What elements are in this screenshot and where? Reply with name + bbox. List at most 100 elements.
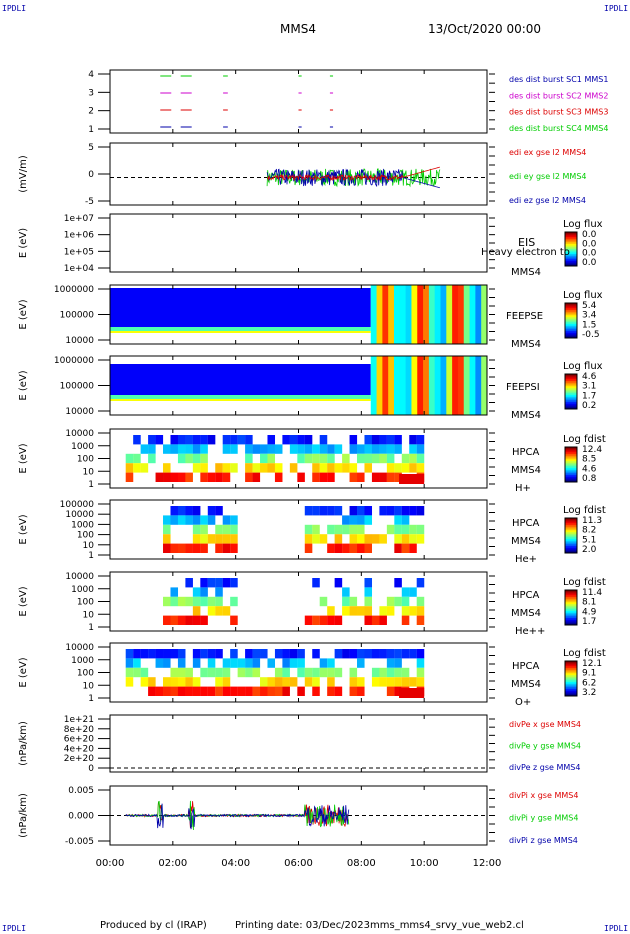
colorbar-cell bbox=[565, 462, 577, 465]
spectrogram-cell bbox=[185, 543, 193, 553]
spectrogram-cell bbox=[452, 285, 459, 344]
x-tick-label: 02:00 bbox=[158, 858, 187, 869]
spectrogram-cell bbox=[267, 686, 276, 696]
spectrogram-cell bbox=[230, 543, 238, 553]
spectrogram-cell bbox=[125, 677, 134, 687]
spectrogram-cell bbox=[319, 472, 328, 482]
spectrogram-cell bbox=[401, 543, 410, 553]
spectrogram-cell bbox=[376, 356, 383, 415]
colorbar-cell bbox=[565, 259, 577, 262]
spectrogram-cell bbox=[163, 543, 171, 553]
colorbar-cell bbox=[565, 386, 577, 389]
colorbar-cell bbox=[565, 590, 577, 593]
y-axis-label: E (eV) bbox=[18, 514, 29, 544]
colorbar-frame bbox=[564, 446, 578, 483]
spectrogram-cell bbox=[304, 435, 313, 445]
colorbar-cell bbox=[565, 526, 577, 529]
spectrogram-cell bbox=[237, 686, 246, 696]
spectrogram-cell bbox=[163, 472, 171, 482]
spectrogram-cell bbox=[334, 686, 343, 696]
colorbar-cell bbox=[565, 384, 577, 387]
spectrogram-cell bbox=[170, 686, 179, 696]
spectrogram-cell bbox=[125, 658, 134, 668]
spectrogram-cell bbox=[405, 285, 412, 344]
spectrogram-cell bbox=[125, 453, 134, 464]
y-tick-label: 0.005 bbox=[68, 786, 94, 796]
colorbar-tick: 0.0 bbox=[582, 230, 597, 240]
spectrogram-cell bbox=[163, 534, 171, 544]
spectrogram-cell bbox=[334, 463, 343, 473]
spectrogram-cell bbox=[327, 667, 335, 678]
colorbar-cell bbox=[565, 685, 577, 688]
spectrogram-cell bbox=[364, 606, 373, 616]
spectrogram-cell bbox=[148, 649, 156, 659]
spectrogram-cell bbox=[185, 515, 193, 525]
spectrogram-cell bbox=[163, 649, 171, 659]
spectrogram-cell bbox=[409, 606, 417, 616]
spectrogram-cell bbox=[386, 667, 395, 678]
spectrogram-cell bbox=[200, 686, 208, 696]
colorbar-title: Log flux bbox=[563, 290, 603, 301]
spectrogram-cell bbox=[230, 658, 238, 668]
colorbar-tick: 1.7 bbox=[582, 617, 596, 627]
spectrogram-cell bbox=[409, 587, 417, 597]
spectrogram-cell bbox=[409, 677, 417, 687]
spectrogram-cell bbox=[170, 435, 179, 445]
colorbar-tick: 11.4 bbox=[582, 588, 602, 598]
spectrogram-cell bbox=[357, 515, 365, 525]
spectrogram-cell bbox=[399, 474, 425, 484]
spectrogram-cell bbox=[192, 649, 201, 659]
spectrogram-cell bbox=[371, 615, 380, 625]
colorbar-cell bbox=[565, 334, 577, 337]
spectrogram-cell bbox=[416, 596, 425, 607]
colorbar-cell bbox=[565, 546, 577, 549]
spectrogram-cell bbox=[349, 667, 358, 678]
spectrogram-cell bbox=[133, 649, 141, 659]
spectrogram-cell bbox=[222, 578, 231, 588]
spectrogram-cell bbox=[230, 435, 238, 445]
spectrogram-cell bbox=[125, 463, 134, 473]
y-tick-label: 2 bbox=[88, 107, 94, 117]
spectrogram-cell bbox=[370, 285, 378, 344]
spectrogram-cell bbox=[192, 435, 201, 445]
spectrogram-cell bbox=[409, 453, 417, 464]
spectrogram-cell bbox=[200, 515, 208, 525]
colorbar-cell bbox=[565, 388, 577, 391]
y-tick-label: 1e+06 bbox=[64, 231, 95, 241]
colorbar-cell bbox=[565, 468, 577, 471]
x-tick-label: 08:00 bbox=[347, 858, 376, 869]
spectrogram-cell bbox=[349, 596, 358, 607]
colorbar-cell bbox=[565, 247, 577, 250]
spectrogram-cell bbox=[192, 543, 201, 553]
spectrogram-cell bbox=[370, 356, 378, 415]
spectrogram-cell bbox=[163, 524, 171, 535]
y-tick-label: 100000 bbox=[60, 311, 95, 321]
spectrogram-cell bbox=[267, 453, 276, 464]
spectrogram-cell bbox=[423, 356, 430, 415]
spectrogram-cell bbox=[200, 587, 208, 597]
spectrogram-cell bbox=[312, 453, 320, 464]
spectrogram-cell bbox=[163, 444, 171, 454]
colorbar-cell bbox=[565, 675, 577, 678]
colorbar-cell bbox=[565, 304, 577, 307]
spectrogram-cell bbox=[200, 524, 208, 535]
y-tick-label: 10000 bbox=[65, 407, 94, 417]
spectrogram-cell bbox=[334, 615, 343, 625]
spectrogram-cell bbox=[364, 578, 373, 588]
spectrogram-cell bbox=[267, 658, 276, 668]
colorbar-cell bbox=[565, 547, 577, 550]
colorbar-cell bbox=[565, 591, 577, 594]
spectrogram-cell bbox=[416, 506, 425, 516]
spectrogram-cell bbox=[222, 444, 231, 454]
y-tick-label: 100 bbox=[77, 598, 94, 608]
spectrogram-cell bbox=[215, 524, 223, 535]
spectrogram-cell bbox=[382, 356, 389, 415]
spectrogram-cell bbox=[177, 667, 186, 678]
spectrogram-cell bbox=[312, 534, 320, 544]
spectrogram-cell bbox=[207, 506, 216, 516]
colorbar-cell bbox=[565, 464, 577, 467]
spectrogram-cell bbox=[192, 596, 201, 607]
spectrogram-cell bbox=[327, 506, 335, 516]
spectrogram-cell bbox=[177, 435, 186, 445]
spectrogram-cell bbox=[170, 677, 179, 687]
